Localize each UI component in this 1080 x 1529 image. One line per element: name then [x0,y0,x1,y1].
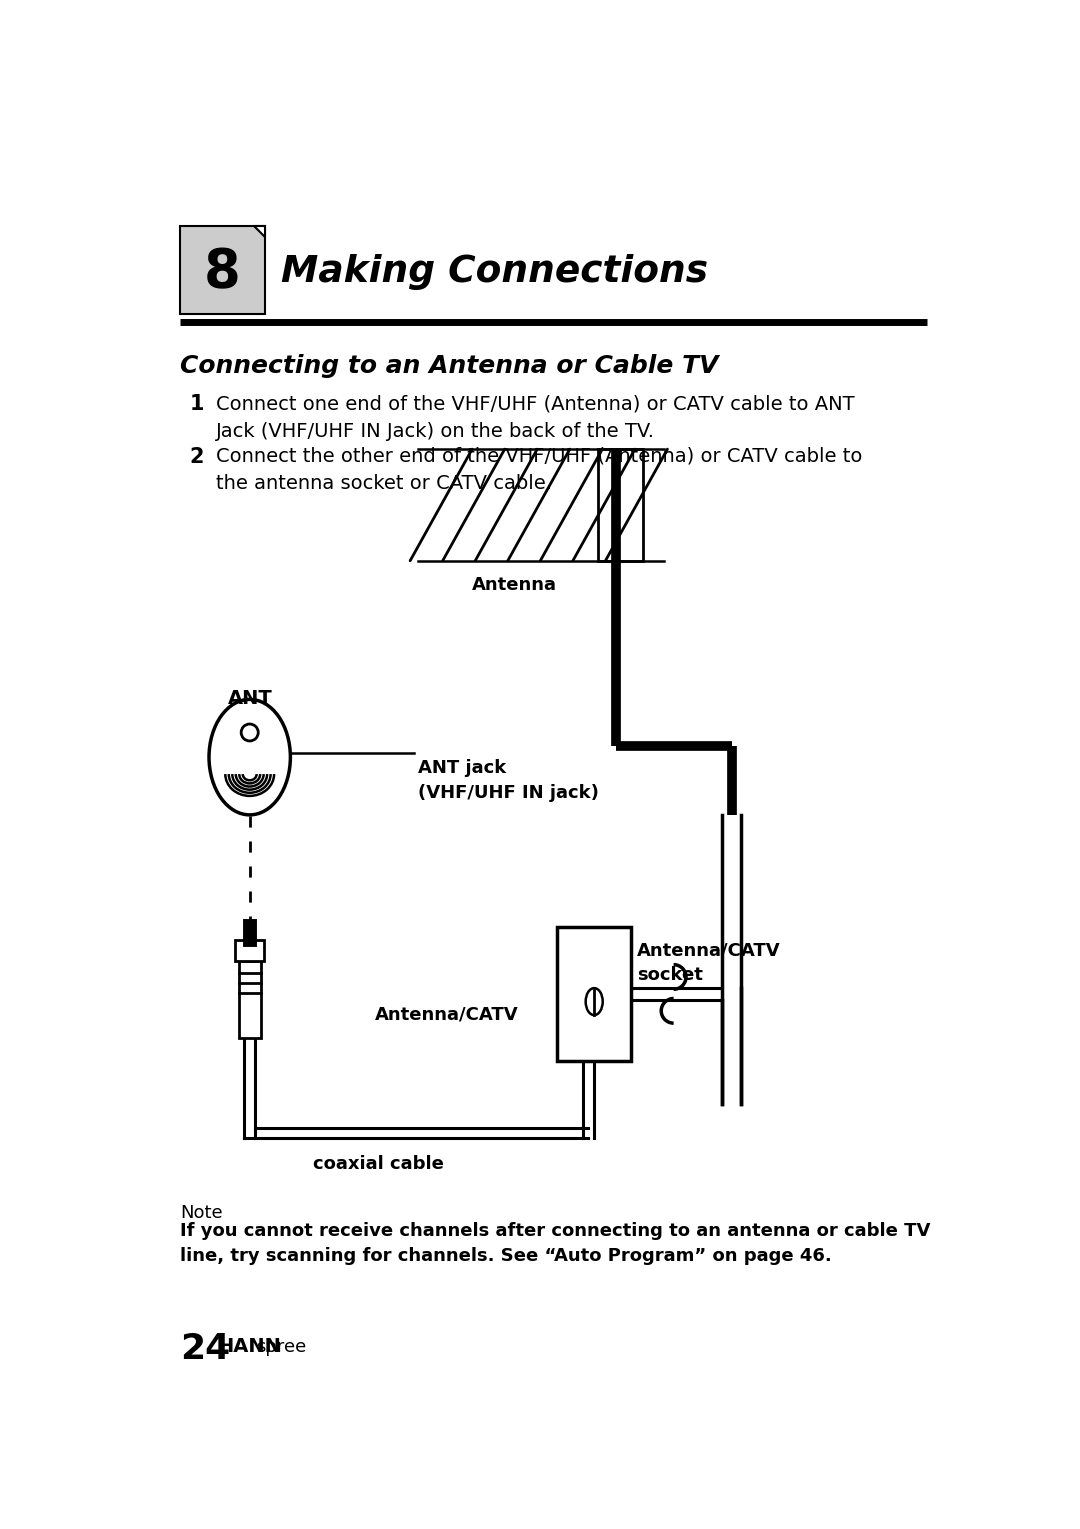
Bar [557,927,631,1061]
Circle shape [241,725,258,742]
Ellipse shape [585,988,603,1015]
Text: 8: 8 [204,246,241,298]
Text: spree: spree [256,1338,306,1356]
Text: Antenna/CATV: Antenna/CATV [375,1006,518,1023]
Bar [597,450,643,561]
Text: 1: 1 [189,394,204,414]
Text: Connect one end of the VHF/UHF (Antenna) or CATV cable to ANT
Jack (VHF/UHF IN J: Connect one end of the VHF/UHF (Antenna)… [216,394,855,440]
Bar [180,226,266,315]
Text: Antenna: Antenna [472,576,557,595]
Text: HANN: HANN [217,1336,281,1356]
Text: Making Connections: Making Connections [281,254,707,291]
Bar [235,940,265,962]
Ellipse shape [210,699,291,815]
Text: ANT jack
(VHF/UHF IN jack): ANT jack (VHF/UHF IN jack) [418,760,598,803]
Text: Connecting to an Antenna or Cable TV: Connecting to an Antenna or Cable TV [180,355,718,378]
Text: ANT: ANT [228,690,273,708]
Text: Note: Note [180,1203,222,1222]
Text: If you cannot receive channels after connecting to an antenna or cable TV
line, : If you cannot receive channels after con… [180,1222,930,1264]
Text: coaxial cable: coaxial cable [313,1156,444,1173]
Polygon shape [255,226,266,237]
Text: Antenna/CATV
socket: Antenna/CATV socket [637,942,781,983]
Bar [239,962,260,1038]
Text: 2: 2 [189,446,204,466]
Text: Connect the other end of the VHF/UHF (Antenna) or CATV cable to
the antenna sock: Connect the other end of the VHF/UHF (An… [216,446,863,492]
Text: 24: 24 [180,1332,230,1367]
